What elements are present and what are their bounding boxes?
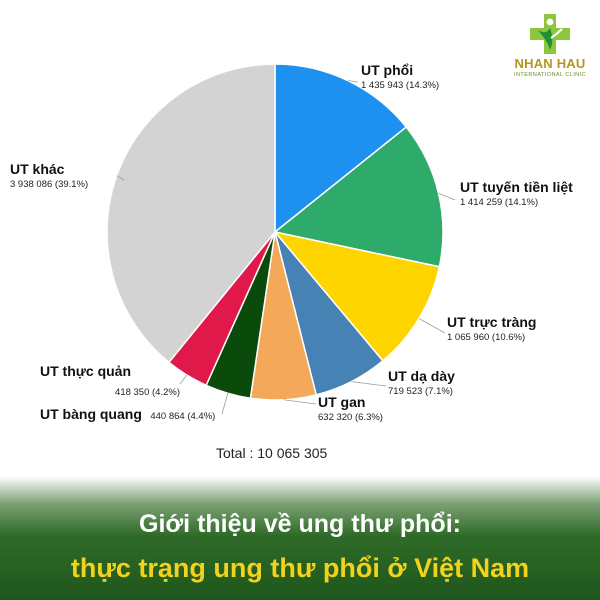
leader-line-7	[116, 175, 125, 181]
slice-name: UT tuyến tiền liệt	[460, 179, 573, 195]
leader-line-1	[438, 192, 456, 201]
slice-label-ut-bang-quang: UT bàng quang 440 864 (4.4%)	[40, 405, 215, 424]
pie-chart	[106, 63, 456, 415]
slice-name: UT khác	[10, 161, 65, 177]
slice-value: 440 864 (4.4%)	[150, 411, 216, 422]
slice-value: 719 523 (7.1%)	[388, 386, 453, 397]
slice-label-ut-tuyen-tien-liet: UT tuyến tiền liệt 1 414 259 (14.1%)	[460, 178, 573, 209]
leader-line-3	[351, 381, 387, 387]
slice-label-ut-da-day: UT dạ dày 719 523 (7.1%)	[388, 367, 455, 398]
title-banner	[0, 476, 600, 600]
slice-label-ut-phoi: UT phổi 1 435 943 (14.3%)	[361, 61, 439, 92]
slice-value: 418 350 (4.2%)	[115, 387, 180, 398]
medical-cross-logo-icon	[530, 14, 570, 54]
leader-line-2	[418, 318, 446, 334]
slice-value: 1 065 960 (10.6%)	[447, 332, 526, 343]
banner-title: Giới thiệu về ung thư phổi:	[139, 510, 461, 538]
leader-line-4	[283, 399, 317, 405]
pie-slice-1	[273, 126, 444, 268]
slice-label-ut-thuc-quan: UT thực quản 418 350 (4.2%)	[40, 362, 180, 399]
logo-brand-text: NHAN HAU	[514, 56, 586, 71]
clinic-logo: NHAN HAU INTERNATIONAL CLINIC	[508, 14, 592, 100]
pie-slice-2	[273, 230, 441, 362]
slice-name: UT thực quản	[40, 363, 132, 379]
slice-name: UT dạ dày	[388, 368, 455, 384]
slice-name: UT gan	[318, 394, 366, 410]
slice-label-ut-truc-trang: UT trực tràng 1 065 960 (10.6%)	[447, 313, 536, 344]
slice-name: UT bàng quang	[40, 406, 142, 422]
leader-line-5	[221, 393, 229, 415]
slice-value: 1 435 943 (14.3%)	[361, 80, 440, 91]
chart-total: Total : 10 065 305	[216, 445, 328, 461]
leader-line-6	[179, 374, 188, 385]
logo-subtitle-text: INTERNATIONAL CLINIC	[513, 72, 587, 78]
slice-name: UT phổi	[361, 62, 414, 78]
slice-label-ut-gan: UT gan 632 320 (6.3%)	[318, 393, 383, 424]
slice-name: UT trực tràng	[447, 314, 537, 330]
slice-label-ut-khac: UT khác 3 938 086 (39.1%)	[10, 160, 88, 191]
banner-subtitle: thực trạng ung thư phổi ở Việt Nam	[70, 553, 530, 583]
slice-value: 3 938 086 (39.1%)	[10, 179, 89, 190]
slice-value: 632 320 (6.3%)	[318, 412, 383, 423]
slice-value: 1 414 259 (14.1%)	[460, 197, 539, 208]
leader-line-0	[347, 80, 359, 83]
